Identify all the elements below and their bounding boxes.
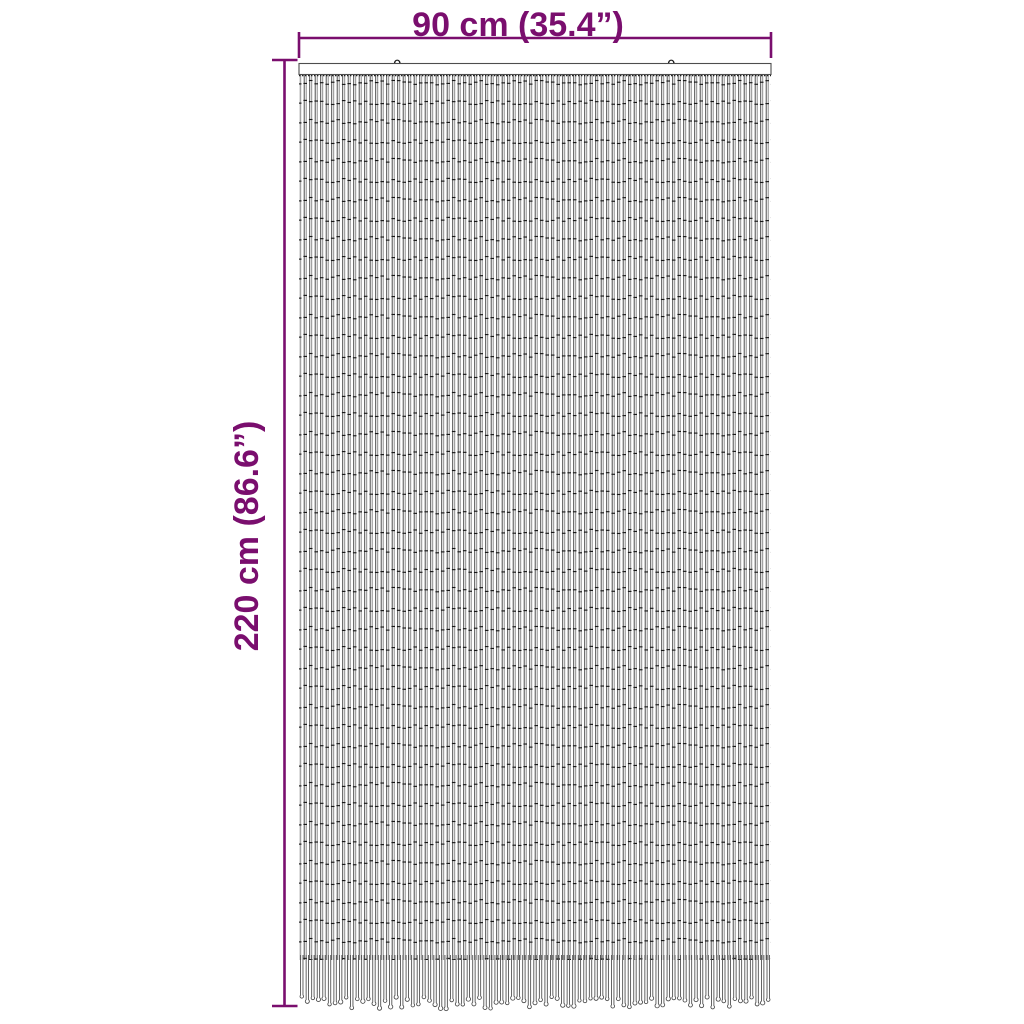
svg-text:220 cm (86.6”): 220 cm (86.6”) — [228, 421, 266, 652]
svg-text:90 cm (35.4”): 90 cm (35.4”) — [412, 6, 624, 44]
